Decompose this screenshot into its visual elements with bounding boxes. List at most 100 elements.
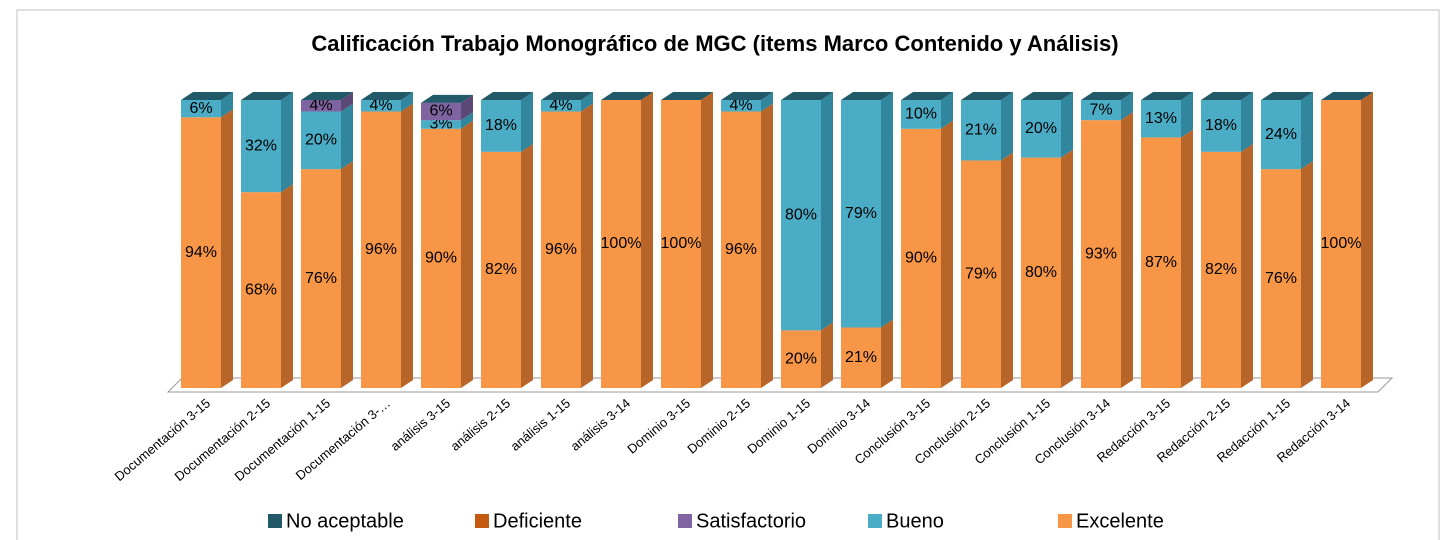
- data-label: 93%: [1085, 245, 1117, 262]
- bar-segment: [421, 102, 461, 121]
- bar-segment: [361, 100, 401, 112]
- bar-segment: [841, 100, 881, 328]
- bar-top: [1261, 92, 1313, 100]
- data-label: 4%: [729, 97, 752, 114]
- data-label: 21%: [845, 349, 877, 366]
- bar-side: [341, 103, 353, 170]
- data-label: 100%: [661, 235, 702, 252]
- bar-segment: [241, 100, 281, 193]
- bar-side: [401, 92, 413, 112]
- data-label: 80%: [785, 206, 817, 223]
- bar-side: [941, 92, 953, 129]
- data-label: 80%: [1025, 264, 1057, 281]
- chart-title: Calificación Trabajo Monográfico de MGC …: [311, 31, 1118, 56]
- bar-top: [241, 92, 293, 100]
- bar-top: [961, 92, 1013, 100]
- bar-side: [461, 112, 473, 129]
- bar-side: [881, 92, 893, 328]
- data-label: 6%: [429, 103, 452, 120]
- bar-segment: [1081, 120, 1121, 388]
- bar-side: [821, 322, 833, 388]
- legend-swatch: [678, 514, 692, 528]
- bar-top: [1081, 92, 1133, 100]
- legend-label: Satisfactorio: [696, 510, 806, 532]
- bar-segment: [961, 160, 1001, 388]
- data-label: 96%: [725, 241, 757, 258]
- bar-side: [341, 161, 353, 388]
- bar-top: [1141, 92, 1193, 100]
- data-label: 79%: [965, 265, 997, 282]
- bar-top: [781, 92, 833, 100]
- bar-side: [581, 92, 593, 112]
- data-label: 68%: [245, 281, 277, 298]
- data-label: 94%: [185, 244, 217, 261]
- data-label: 87%: [1145, 254, 1177, 271]
- bar-side: [341, 92, 353, 112]
- bar-top: [541, 92, 593, 100]
- legend-swatch: [268, 514, 282, 528]
- bar-side: [1181, 129, 1193, 388]
- bar-top: [841, 92, 893, 100]
- data-label: 4%: [549, 97, 572, 114]
- bar-side: [221, 92, 233, 118]
- bar-side: [701, 92, 713, 388]
- data-label: 21%: [965, 121, 997, 138]
- bar-segment: [301, 100, 341, 112]
- data-label: 24%: [1265, 126, 1297, 143]
- bar-top: [301, 92, 353, 100]
- bar-side: [761, 92, 773, 112]
- bar-side: [401, 103, 413, 389]
- bar-segment: [601, 100, 641, 388]
- bar-segment: [1201, 151, 1241, 388]
- bar-side: [281, 92, 293, 193]
- bar-segment: [541, 111, 581, 389]
- legend-label: Deficiente: [493, 510, 582, 532]
- bar-top: [181, 92, 233, 100]
- bar-side: [1001, 92, 1013, 161]
- data-label: 13%: [1145, 110, 1177, 127]
- bar-top: [1201, 92, 1253, 100]
- bar-side: [1241, 92, 1253, 152]
- data-label: 4%: [369, 97, 392, 114]
- bar-side: [1061, 92, 1073, 158]
- legend-swatch: [1058, 514, 1072, 528]
- bar-side: [1301, 92, 1313, 170]
- data-label: 76%: [305, 270, 337, 287]
- bar-segment: [721, 111, 761, 389]
- bar-side: [1241, 143, 1253, 388]
- bar-segment: [301, 111, 341, 170]
- bar-side: [881, 319, 893, 388]
- bar-segment: [241, 192, 281, 388]
- bar-side: [221, 109, 233, 388]
- legend-swatch: [868, 514, 882, 528]
- data-label: 100%: [601, 235, 642, 252]
- bar-side: [1121, 92, 1133, 121]
- bar-segment: [781, 330, 821, 388]
- bar-top: [661, 92, 713, 100]
- bar-top: [721, 92, 773, 100]
- data-label: 6%: [189, 100, 212, 117]
- data-label: 32%: [245, 137, 277, 154]
- bar-segment: [361, 111, 401, 389]
- bar-segment: [1021, 100, 1061, 158]
- data-label: 10%: [905, 106, 937, 123]
- bar-side: [581, 103, 593, 389]
- bar-side: [1181, 92, 1193, 138]
- bar-segment: [1141, 100, 1181, 138]
- bar-segment: [1021, 157, 1061, 388]
- bar-segment: [1201, 100, 1241, 152]
- bar-side: [641, 92, 653, 388]
- bar-side: [1121, 112, 1133, 388]
- data-label: 96%: [365, 241, 397, 258]
- data-label: 82%: [1205, 261, 1237, 278]
- bar-side: [941, 120, 953, 389]
- data-label: 79%: [845, 205, 877, 222]
- data-label: 96%: [545, 241, 577, 258]
- bar-segment: [961, 100, 1001, 161]
- bar-top: [481, 92, 533, 100]
- bar-segment: [301, 169, 341, 388]
- data-label: 18%: [1205, 117, 1237, 134]
- bar-top: [1321, 92, 1373, 100]
- bar-segment: [181, 117, 221, 388]
